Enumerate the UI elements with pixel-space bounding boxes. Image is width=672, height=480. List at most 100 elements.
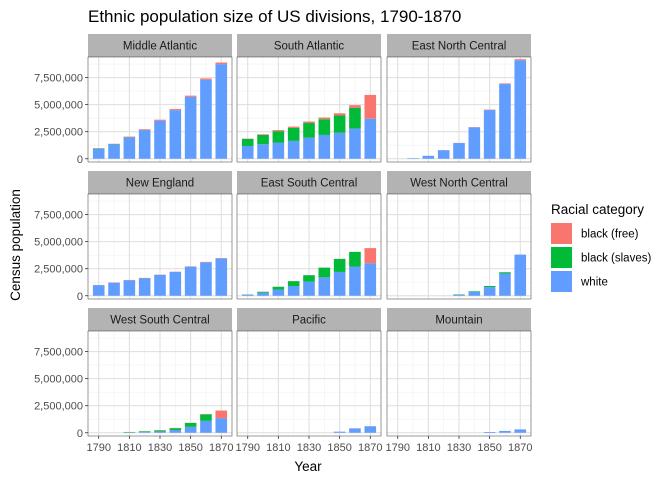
facet-strip	[88, 308, 232, 331]
bar-segment	[499, 272, 511, 274]
bar-segment	[241, 294, 254, 296]
bar-segment	[349, 251, 361, 267]
x-tick-label: 1830	[447, 442, 471, 454]
bar-segment	[257, 291, 269, 293]
bar-segment	[138, 130, 151, 159]
y-tick-label: 5,000,000	[34, 100, 83, 112]
bar-segment	[154, 274, 166, 296]
bar-segment	[184, 96, 197, 159]
y-tick-label: 7,500,000	[34, 210, 83, 222]
facet-panel-border	[386, 56, 532, 163]
bar-segment	[123, 137, 136, 159]
bar-segment	[123, 136, 136, 138]
bar-segment	[154, 431, 166, 433]
bar-segment	[514, 60, 527, 159]
y-tick-label: 2,500,000	[34, 401, 83, 413]
facet-strip-label: West North Central	[410, 178, 508, 190]
bar-segment	[287, 127, 300, 141]
y-tick-label: 7,500,000	[34, 347, 83, 359]
bar-segment	[468, 291, 481, 296]
bar-segment	[108, 144, 120, 159]
bar-segment	[138, 278, 151, 296]
bar-segment	[453, 294, 465, 296]
bar-segment	[483, 286, 496, 288]
y-tick-label: 2,500,000	[34, 127, 83, 139]
bar-segment	[468, 291, 481, 292]
bar-segment	[257, 134, 269, 135]
legend-label: black (slaves)	[581, 253, 651, 265]
bar-segment	[154, 119, 166, 121]
bar-segment	[303, 275, 315, 282]
facet-strip	[387, 34, 531, 57]
facet-panel-border	[87, 193, 233, 300]
facet-strip	[88, 34, 232, 57]
bar-segment	[514, 429, 527, 433]
x-tick-label: 1870	[209, 442, 233, 454]
bar-segment	[333, 113, 346, 116]
bar-segment	[92, 285, 105, 296]
facet-panel-border	[386, 193, 532, 300]
bar-segment	[287, 281, 300, 287]
bar-segment	[154, 120, 166, 159]
bar-segment	[241, 138, 254, 146]
bar-segment	[303, 281, 315, 296]
bar-segment	[333, 431, 346, 433]
y-tick-label: 5,000,000	[34, 237, 83, 249]
bar-segment	[499, 273, 511, 296]
bar-segment	[215, 418, 228, 433]
chart-title: Ethnic population size of US divisions, …	[88, 7, 461, 26]
bar-segment	[272, 289, 285, 296]
bar-segment	[364, 263, 377, 296]
facet-strip	[387, 171, 531, 194]
bar-segment	[184, 423, 197, 427]
bar-segment	[514, 59, 527, 61]
bar-segment	[303, 123, 315, 138]
bar-segment	[318, 267, 331, 278]
bar-segment	[257, 292, 269, 296]
bar-segment	[364, 118, 377, 159]
bar-segment	[215, 410, 228, 419]
legend-label: black (free)	[581, 229, 639, 241]
bar-segment	[184, 426, 197, 433]
bar-segment	[169, 109, 182, 111]
bar-segment	[287, 286, 300, 296]
bar-segment	[215, 258, 228, 296]
bar-segment	[154, 430, 166, 432]
bar-segment	[138, 129, 151, 130]
x-tick-label: 1810	[416, 442, 440, 454]
x-tick-label: 1850	[178, 442, 202, 454]
x-tick-label: 1790	[235, 442, 259, 454]
bar-segment	[468, 127, 481, 159]
facet-strip	[387, 308, 531, 331]
y-tick-label: 0	[77, 428, 83, 440]
facet-strip-label: East South Central	[261, 178, 358, 190]
legend-title: Racial category	[551, 202, 644, 217]
bar-segment	[483, 287, 496, 296]
x-tick-label: 1830	[148, 442, 172, 454]
facet-strip	[88, 171, 232, 194]
x-tick-label: 1790	[385, 442, 409, 454]
legend-key	[551, 247, 572, 268]
bar-segment	[499, 83, 511, 85]
bar-segment	[349, 107, 361, 129]
x-tick-label: 1810	[117, 442, 141, 454]
bar-segment	[437, 150, 450, 159]
bar-segment	[349, 105, 361, 108]
y-axis-title: Census population	[8, 189, 23, 301]
x-tick-label: 1870	[508, 442, 532, 454]
bar-segment	[318, 117, 331, 120]
x-tick-label: 1810	[266, 442, 290, 454]
facet-panel-border	[236, 193, 382, 300]
bar-segment	[364, 248, 377, 264]
bar-segment	[318, 119, 331, 135]
legend-key	[551, 223, 572, 244]
y-tick-label: 0	[77, 291, 83, 303]
facet-strip-label: New England	[126, 178, 194, 190]
facet-strip	[237, 34, 381, 57]
bar-segment	[499, 84, 511, 159]
bar-segment	[215, 62, 228, 65]
bar-segment	[349, 128, 361, 159]
bar-segment	[215, 64, 228, 159]
bar-segment	[287, 126, 300, 128]
